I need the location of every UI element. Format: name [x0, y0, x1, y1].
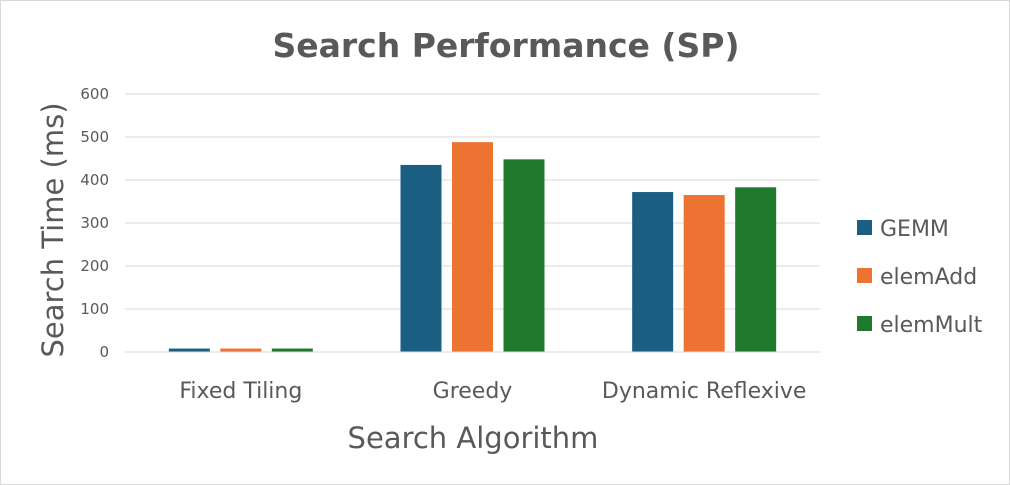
y-axis-title: Search Time (ms) [36, 102, 70, 357]
bar-elemadd-1 [220, 348, 262, 352]
bar-elemmult-1 [271, 348, 313, 352]
category-label: Greedy [433, 379, 513, 404]
x-axis-title: Search Algorithm [348, 421, 599, 455]
y-tick-label: 300 [80, 214, 109, 232]
y-tick-label: 400 [80, 171, 109, 189]
chart-title: Search Performance (SP) [272, 26, 739, 65]
legend-swatch-gemm [857, 220, 872, 235]
bar-elemmult-3 [735, 187, 777, 352]
category-label: Dynamic Reflexive [602, 379, 807, 404]
bar-elemadd-2 [452, 142, 493, 352]
legend-label: elemAdd [880, 265, 977, 290]
y-tick-label: 200 [80, 257, 109, 275]
legend: GEMM elemAdd elemMult [857, 217, 983, 338]
legend-label: GEMM [880, 217, 949, 242]
legend-swatch-elemmult [857, 316, 872, 331]
category-label: Fixed Tiling [179, 379, 302, 404]
bar-gemm-3 [632, 192, 674, 352]
category-labels: Fixed Tiling Greedy Dynamic Reflexive [179, 379, 806, 404]
y-tick-label: 500 [80, 128, 109, 146]
bar-gemm-2 [400, 164, 442, 352]
legend-swatch-elemadd [857, 268, 872, 283]
legend-label: elemMult [880, 313, 983, 338]
y-tick-label: 0 [99, 343, 109, 361]
y-axis-ticks: 0 100 200 300 400 500 600 [80, 85, 109, 361]
bars [168, 142, 777, 352]
y-tick-label: 100 [80, 300, 109, 318]
y-tick-label: 600 [80, 85, 109, 103]
bar-elemadd-3 [683, 195, 725, 352]
bar-gemm-1 [168, 348, 210, 352]
bar-elemmult-2 [503, 159, 545, 352]
